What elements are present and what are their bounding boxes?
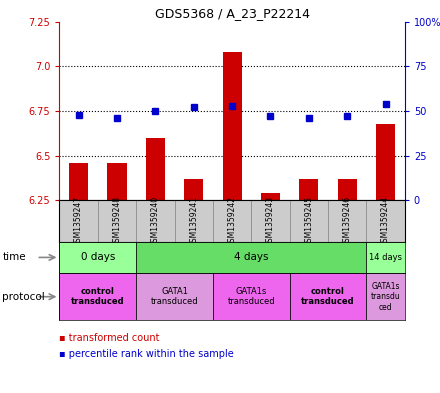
Bar	[213, 273, 290, 320]
Text: ▪ percentile rank within the sample: ▪ percentile rank within the sample	[59, 349, 234, 359]
Bar	[59, 273, 136, 320]
Text: GSM1359242: GSM1359242	[227, 196, 237, 246]
Bar	[59, 200, 98, 242]
Bar	[59, 242, 136, 273]
Bar	[367, 242, 405, 273]
Bar	[136, 242, 367, 273]
Text: GSM1359247: GSM1359247	[74, 195, 83, 247]
Bar	[213, 200, 251, 242]
Text: GATA1s
transdu
ced: GATA1s transdu ced	[371, 282, 400, 312]
Text: GSM1359243: GSM1359243	[266, 195, 275, 247]
Text: GATA1s
transduced: GATA1s transduced	[227, 287, 275, 307]
Text: GSM1359240: GSM1359240	[151, 195, 160, 247]
Text: time: time	[2, 252, 26, 263]
Bar	[251, 200, 290, 242]
Bar	[98, 200, 136, 242]
Bar	[376, 123, 395, 200]
Title: GDS5368 / A_23_P22214: GDS5368 / A_23_P22214	[154, 7, 310, 20]
Bar	[223, 52, 242, 200]
Bar	[107, 163, 127, 200]
Bar	[69, 163, 88, 200]
Bar	[337, 179, 357, 200]
Text: ▪ transformed count: ▪ transformed count	[59, 333, 160, 343]
Bar	[184, 179, 203, 200]
Bar	[136, 200, 175, 242]
Text: control
transduced: control transduced	[71, 287, 125, 307]
Bar	[261, 193, 280, 200]
Bar	[146, 138, 165, 200]
Bar	[290, 273, 367, 320]
Bar	[175, 200, 213, 242]
Text: 4 days: 4 days	[234, 252, 268, 263]
Text: GSM1359244: GSM1359244	[381, 195, 390, 247]
Text: 14 days: 14 days	[369, 253, 402, 262]
Text: GSM1359245: GSM1359245	[304, 195, 313, 247]
Bar	[367, 200, 405, 242]
Bar	[367, 273, 405, 320]
Bar	[299, 179, 319, 200]
Bar	[136, 273, 213, 320]
Text: GSM1359248: GSM1359248	[113, 196, 121, 246]
Bar	[290, 200, 328, 242]
Text: GSM1359246: GSM1359246	[343, 195, 352, 247]
Text: 0 days: 0 days	[81, 252, 115, 263]
Text: control
transduced: control transduced	[301, 287, 355, 307]
Text: GSM1359241: GSM1359241	[189, 196, 198, 246]
Bar	[328, 200, 367, 242]
Text: GATA1
transduced: GATA1 transduced	[151, 287, 198, 307]
Text: protocol: protocol	[2, 292, 45, 302]
